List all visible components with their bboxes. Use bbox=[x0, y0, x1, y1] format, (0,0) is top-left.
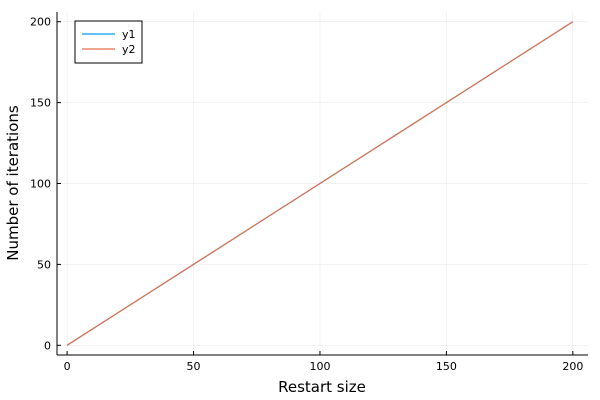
legend-box bbox=[74, 20, 143, 64]
legend-label-y2: y2 bbox=[122, 43, 136, 56]
x-tick-label: 100 bbox=[309, 360, 330, 373]
x-tick-label: 0 bbox=[64, 360, 71, 373]
legend-label-y1: y1 bbox=[122, 28, 136, 41]
x-tick-label: 200 bbox=[562, 360, 583, 373]
x-tick-label: 50 bbox=[187, 360, 201, 373]
y-tick-label: 100 bbox=[30, 178, 51, 191]
y-tick-label: 0 bbox=[44, 339, 51, 352]
x-axis-ticks: 0 50 100 150 200 bbox=[64, 351, 583, 373]
x-tick-label: 150 bbox=[436, 360, 457, 373]
series-layer bbox=[66, 21, 574, 346]
y-tick-label: 50 bbox=[37, 258, 51, 271]
y-tick-label: 200 bbox=[30, 16, 51, 29]
series-line-y2 bbox=[66, 21, 574, 346]
x-axis-label: Restart size bbox=[278, 378, 366, 396]
y-axis-label: Number of iterations bbox=[4, 105, 22, 261]
y-tick-label: 150 bbox=[30, 97, 51, 110]
y-axis-ticks: 0 50 100 150 200 bbox=[30, 16, 61, 352]
